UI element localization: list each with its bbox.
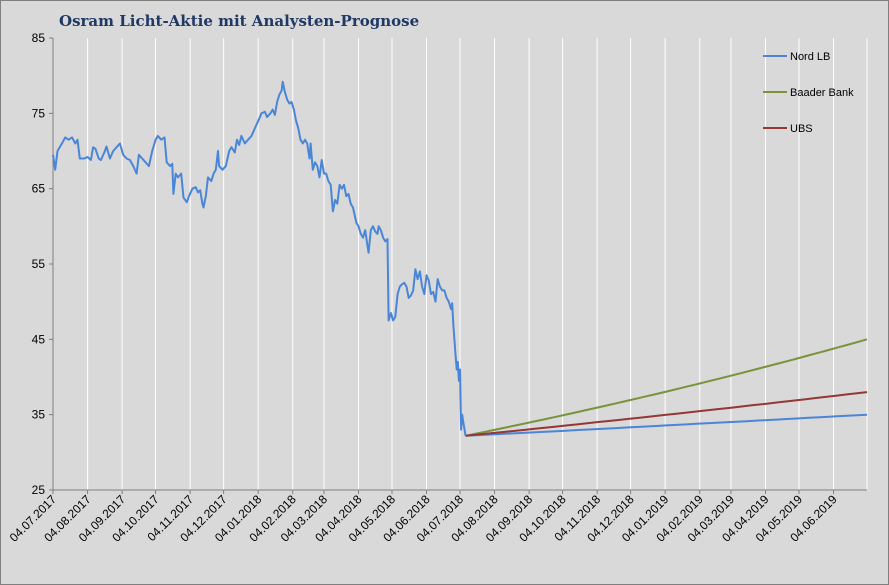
y-tick-label: 25 — [32, 483, 46, 497]
price-history-line — [52, 80, 467, 436]
y-tick-label: 65 — [32, 182, 46, 196]
y-tick-label: 75 — [32, 106, 46, 120]
forecast-line-nord-lb — [465, 413, 868, 437]
y-tick-label: 85 — [32, 31, 46, 45]
y-tick-label: 35 — [32, 408, 46, 422]
forecast-line-ubs — [465, 391, 868, 437]
chart-title: Osram Licht-Aktie mit Analysten-Prognose — [59, 12, 420, 30]
legend-label-ubs: UBS — [790, 123, 813, 135]
forecast-line-baader-bank — [465, 338, 868, 437]
y-tick-label: 55 — [32, 257, 46, 271]
legend-label-nord-lb: Nord LB — [790, 51, 830, 63]
legend-label-baader-bank: Baader Bank — [790, 87, 854, 99]
y-tick-label: 45 — [32, 332, 46, 346]
